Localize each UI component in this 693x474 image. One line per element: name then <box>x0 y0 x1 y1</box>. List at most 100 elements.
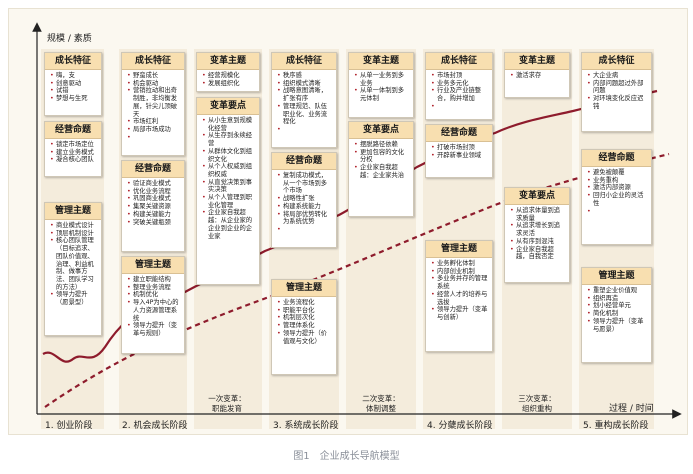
card-item: 打破市场封顶 <box>431 144 489 152</box>
transition-title: 三次变革： <box>518 394 556 403</box>
card-item: 领导力提升（变革与愿景） <box>587 318 648 333</box>
card-item: 管理体系化 <box>277 322 333 330</box>
card-item: 机会驱动 <box>127 80 181 88</box>
card-title: 变革要点 <box>505 188 569 205</box>
card-item: 从小生意到规模化经营 <box>202 117 256 132</box>
card-item <box>277 226 333 234</box>
card-title: 成长特征 <box>122 53 184 70</box>
card-diversification-growth-traits: 成长特征 市场封顶 业务多元化 行业及产业链整合，购并增加 <box>425 52 493 120</box>
card-system-management-theme: 管理主题 业务流程化 职能平台化 机制层次化 管理体系化 领导力提升（价值观与文… <box>271 279 337 375</box>
card-item: 发展组织化 <box>202 80 256 88</box>
card-item: 业务流程化 <box>277 299 333 307</box>
stage-label-diversification: 4. 分蘖成长阶段 <box>427 421 493 431</box>
diagram-canvas: 规模 / 素质 过程 / 时间 成长特征 嗨，支 创意驱动 试错 梦想与生死 经… <box>8 8 688 435</box>
card-item: 领导力提升（价值观与文化） <box>277 330 333 345</box>
card-item: 从追求增长到追求灵活 <box>510 222 566 237</box>
stage-label-system: 3. 系统成长阶段 <box>273 421 339 431</box>
card-title: 成长特征 <box>426 53 492 70</box>
card-title: 管理主题 <box>582 268 651 285</box>
card-item: 简化机制 <box>587 310 648 318</box>
card-item: 锁定市场定位 <box>50 141 98 149</box>
transition-label-1: 一次变革： 职能发育 <box>197 394 257 414</box>
card-item: 整理业务流程 <box>127 284 181 292</box>
card-item: 业务多元化 <box>431 80 489 88</box>
card-item: 组织再造 <box>587 295 648 303</box>
card-item: 战略意图清晰，扩张有序 <box>277 87 333 102</box>
card-title: 经营命题 <box>45 122 101 139</box>
card-item: 顶层机制设计 <box>50 230 98 238</box>
card-item: 从群体文化到组织文化 <box>202 148 256 163</box>
card-item: 组织模式清晰 <box>277 80 333 88</box>
card-item: 从个人权威到组织权威 <box>202 163 256 178</box>
card-item: 从有序到混沌 <box>510 238 566 246</box>
card-item: 商业模式设计 <box>50 222 98 230</box>
card-item: 机制层次化 <box>277 314 333 322</box>
transition-subtitle: 组织重构 <box>522 404 552 413</box>
card-restructure-business-proposition: 经营命题 避免被颠覆 业务重构 激活内部资源 回归小企业的灵活性 <box>581 149 652 245</box>
card-item: 业务重构 <box>587 177 648 185</box>
card-title: 管理主题 <box>122 257 184 274</box>
y-axis-label: 规模 / 素质 <box>47 34 92 44</box>
card-opportunity-growth-traits: 成长特征 野蛮成长 机会驱动 营销拉动和出奇制胜，非均衡发展，针尖儿顶破天 市场… <box>121 52 185 156</box>
transition-title: 二次变革： <box>362 394 400 403</box>
card-item: 凝合核心团队 <box>50 156 98 164</box>
card-transition1-change-theme: 变革主题 经营规模化 发展组织化 <box>196 52 260 92</box>
card-item: 梦想与生死 <box>50 95 98 103</box>
card-item: 管理规范、队伍职业化、业务流程化 <box>277 103 333 126</box>
card-item: 内部创业机制 <box>431 268 489 276</box>
card-item: 从单一体制到多元体制 <box>354 87 410 102</box>
card-item: 领导力提升（愿景型） <box>50 291 98 306</box>
card-title: 管理主题 <box>45 203 101 220</box>
card-item: 职能平台化 <box>277 307 333 315</box>
card-title: 变革主题 <box>349 53 413 70</box>
card-item: 构建系统能力 <box>277 203 333 211</box>
card-item: 业务孵化体制 <box>431 260 489 268</box>
card-item: 秩序感 <box>277 72 333 80</box>
card-item: 激活求存 <box>510 72 566 80</box>
card-startup-business-proposition: 经营命题 锁定市场定位 建立业务模式 凝合核心团队 <box>44 121 102 177</box>
card-item: 嗨，支 <box>50 72 98 80</box>
card-item: 激活内部资源 <box>587 184 648 192</box>
card-item: 企业家自我超越，自我否定 <box>510 246 566 261</box>
card-item: 构建关键能力 <box>127 211 181 219</box>
card-item: 内部问题超过外部问题 <box>587 80 648 95</box>
card-item: 市场封顶 <box>431 72 489 80</box>
card-title: 经营命题 <box>582 150 651 167</box>
card-item: 从追求体量到追求质量 <box>510 207 566 222</box>
card-transition3-change-points: 变革要点 从追求体量到追求质量 从追求增长到追求灵活 从有序到混沌 企业家自我超… <box>504 187 570 283</box>
card-item: 突破关键瓶颈 <box>127 219 181 227</box>
card-transition1-change-points: 变革要点 从小生意到规模化经营 从生存到永续经营 从群体文化到组织文化 从个人权… <box>196 97 260 285</box>
card-opportunity-business-proposition: 经营命题 验证商业模式 优化业务流程 巩固商业模式 集聚关键资源 构建关键能力 … <box>121 160 185 252</box>
card-item: 经营人才的培养与选拔 <box>431 291 489 306</box>
card-item <box>431 103 489 111</box>
card-item <box>587 208 648 216</box>
card-title: 管理主题 <box>426 241 492 258</box>
card-item: 领导力提升（变革与创新） <box>431 306 489 321</box>
card-item: 划小经营单元 <box>587 302 648 310</box>
card-title: 成长特征 <box>582 53 651 70</box>
card-title: 成长特征 <box>45 53 101 70</box>
card-item: 经营规模化 <box>202 72 256 80</box>
card-item: 将局部优势转化为系统优势 <box>277 211 333 226</box>
card-item: 试错 <box>50 87 98 95</box>
card-item: 从直觉决策到事实决策 <box>202 179 256 194</box>
card-title: 经营命题 <box>426 125 492 142</box>
card-transition3-change-theme: 变革主题 激活求存 <box>504 52 570 98</box>
x-axis-label: 过程 / 时间 <box>609 404 654 414</box>
card-title: 变革要点 <box>349 122 413 139</box>
card-item: 创意驱动 <box>50 80 98 88</box>
card-title: 管理主题 <box>272 280 336 297</box>
card-item: 巩固商业模式 <box>127 195 181 203</box>
figure-caption: 图1 企业成长导航模型 <box>293 451 400 462</box>
card-item: 机制优化 <box>127 291 181 299</box>
card-item: 开辟新事业领域 <box>431 152 489 160</box>
card-startup-management-theme: 管理主题 商业模式设计 顶层机制设计 核心团队管理（目标追求、团队价值观、治理、… <box>44 202 102 336</box>
card-item: 市场红利 <box>127 118 181 126</box>
card-title: 变革要点 <box>197 98 259 115</box>
card-system-growth-traits: 成长特征 秩序感 组织模式清晰 战略意图清晰，扩张有序 管理规范、队伍职业化、业… <box>271 52 337 148</box>
card-item: 多业务并存的管理系统 <box>431 275 489 290</box>
transition-label-3: 三次变革： 组织重构 <box>507 394 567 414</box>
card-title: 成长特征 <box>272 53 336 70</box>
card-system-business-proposition: 经营命题 复制成功模式，从一个市场到多个市场 战略性扩张 构建系统能力 将局部优… <box>271 152 337 248</box>
card-item: 领导力提升（变革与规则） <box>127 322 181 337</box>
